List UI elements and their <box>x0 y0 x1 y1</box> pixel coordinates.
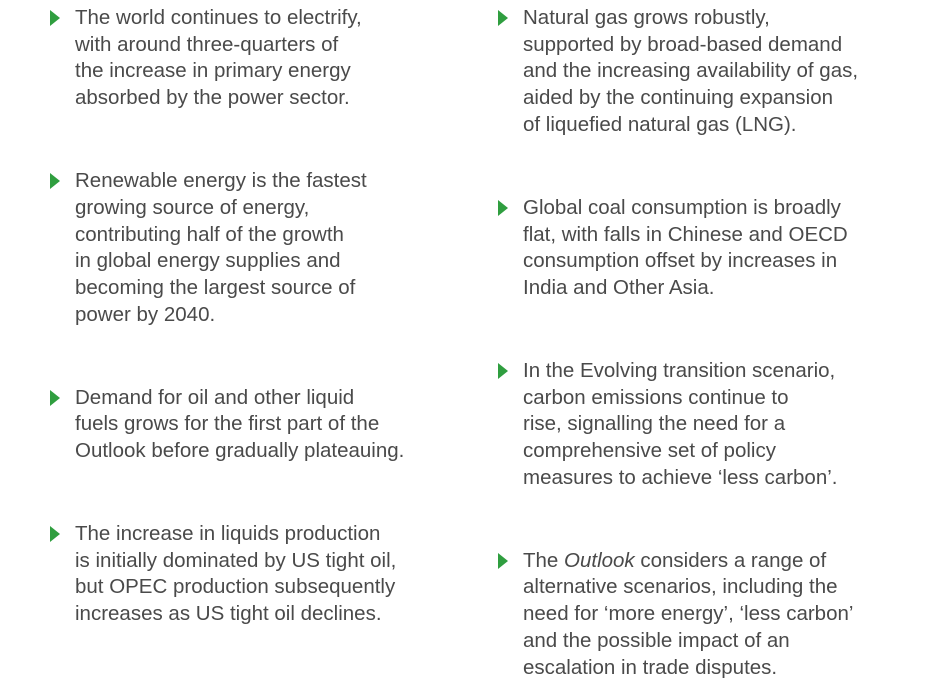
bullet-icon <box>50 173 60 190</box>
text-segment: The <box>523 548 565 572</box>
text-line: comprehensive set of policy <box>523 439 776 462</box>
text-line: Renewable energy is the fastest <box>75 169 367 193</box>
text-segment: considers a range of <box>634 548 827 572</box>
text-line: flat, with falls in Chinese and OECD <box>523 222 848 246</box>
text-line: The increase in liquids production <box>75 522 381 545</box>
text-line: but OPEC production subsequently <box>75 575 396 599</box>
bullet-icon <box>498 10 508 26</box>
text-line: aided by the continuing expansion <box>523 86 834 110</box>
text-line: Demand for oil and other liquid <box>75 385 355 409</box>
text-line: alternative scenarios, including the <box>523 575 838 599</box>
text-line: fuels grows for the first part of the <box>75 412 380 436</box>
text-line: need for ‘more energy’, ‘less carbon’ <box>523 602 854 626</box>
text-line: of liquefied natural gas (LNG). <box>523 112 797 136</box>
text-line: absorbed by the power sector. <box>75 86 350 110</box>
text-line: rise, signalling the need for a <box>523 412 786 436</box>
text-line: carbon emissions continue to <box>523 385 789 409</box>
text-line: The world continues to electrify, <box>75 6 362 29</box>
bullet-icon <box>498 199 508 216</box>
text-line: The Outlook considers a range of <box>523 548 826 574</box>
text-line: with around three-quarters of <box>75 32 339 56</box>
italic-text: Outlook <box>564 548 635 572</box>
text-line: is initially dominated by US tight oil, <box>75 548 397 572</box>
text-line: measures to achieve ‘less carbon’. <box>523 465 838 489</box>
text-line: contributing half of the growth <box>75 222 344 246</box>
bullet-icon <box>50 10 60 26</box>
bullet-icon <box>50 526 60 542</box>
text-line: the increase in primary energy <box>75 59 351 83</box>
bullet-icon <box>498 362 508 379</box>
bullet-icon <box>498 552 508 569</box>
text-line: Outlook before gradually plateauing. <box>75 439 405 462</box>
text-line: and the increasing availability of gas, <box>523 59 859 83</box>
bullet-icon <box>50 389 60 406</box>
text-line: increases as US tight oil declines. <box>75 602 382 626</box>
text-line: becoming the largest source of <box>75 275 356 299</box>
text-line: growing source of energy, <box>75 195 310 219</box>
text-line: supported by broad-based demand <box>523 32 843 56</box>
text-line: consumption offset by increases in <box>523 249 838 273</box>
text-line: India and Other Asia. <box>523 275 715 299</box>
text-line: in global energy supplies and <box>75 249 341 273</box>
text-line: Global coal consumption is broadly <box>523 195 841 219</box>
text-line: escalation in trade disputes. <box>523 655 778 679</box>
text-line: and the possible impact of an <box>523 628 790 652</box>
text-line: power by 2040. <box>75 302 216 326</box>
text-line: In the Evolving transition scenario, <box>523 358 836 382</box>
text-line: Natural gas grows robustly, <box>523 6 770 29</box>
